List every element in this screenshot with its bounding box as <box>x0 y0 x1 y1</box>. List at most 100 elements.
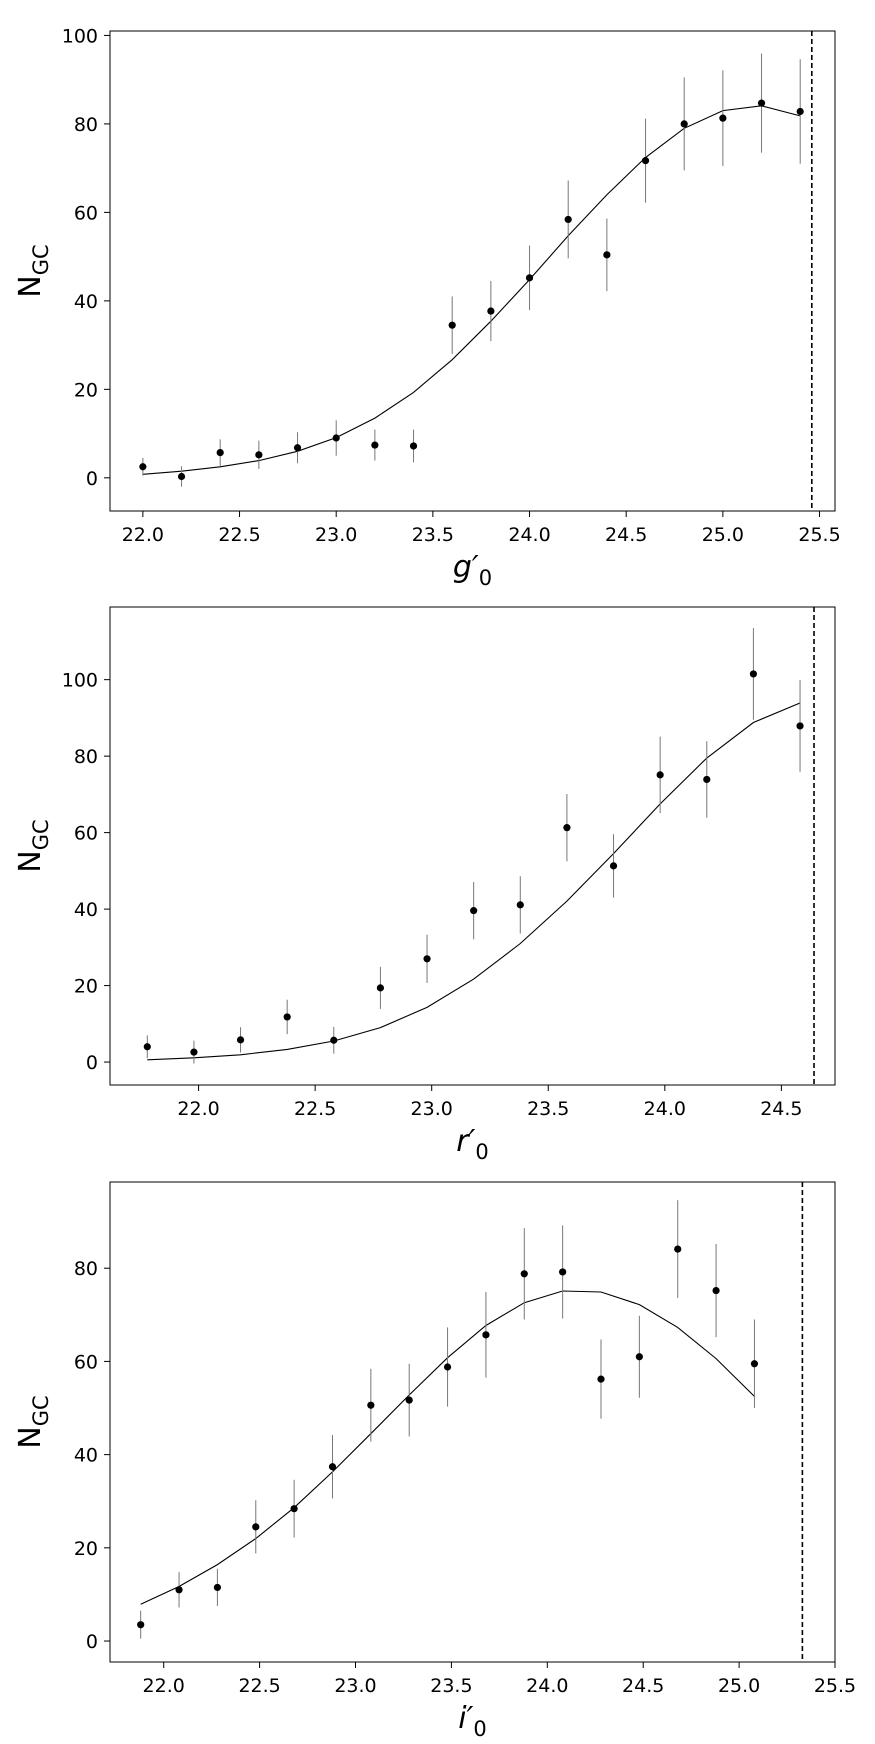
y-tick-label: 60 <box>74 1351 98 1373</box>
plot-frame <box>109 606 836 1086</box>
data-point <box>796 107 804 116</box>
data-point <box>443 1363 452 1371</box>
y-tick-label: 20 <box>74 1538 98 1560</box>
data-point <box>470 907 478 915</box>
x-axis-label-main: r′ <box>456 1124 475 1159</box>
y-axis-label: NGC <box>13 244 53 297</box>
y-tick-label: 60 <box>74 202 98 224</box>
data-point <box>139 463 147 471</box>
data-point <box>190 1048 198 1056</box>
y-tick-label: 40 <box>74 1445 98 1467</box>
data-point <box>703 775 711 784</box>
y-tick-label: 40 <box>74 291 98 313</box>
x-axis-label: i′0 <box>458 1701 487 1741</box>
data-point <box>609 862 618 870</box>
y-tick-label: 40 <box>74 899 98 921</box>
x-tick-label: 24.0 <box>526 1675 568 1697</box>
plot-frame <box>109 30 836 512</box>
data-point <box>423 955 431 963</box>
x-tick-label: 24.0 <box>508 524 550 546</box>
x-tick-label: 22.0 <box>122 524 164 546</box>
data-point <box>597 1375 605 1383</box>
x-tick-label: 25.5 <box>814 1675 856 1697</box>
panel-g: 22.0 22.5 23.0 23.5 24.0 24.5 25.0 25.5 0 20 40 60 8… <box>13 25 841 590</box>
data-point <box>719 114 727 122</box>
data-point <box>656 771 664 779</box>
x-axis-label-sub: 0 <box>473 1717 486 1741</box>
x-tick-label: 22.0 <box>143 1675 185 1697</box>
x-tick-label: 24.5 <box>760 1098 802 1120</box>
data-point <box>635 1353 643 1361</box>
y-axis-label-sub: GC <box>29 819 53 850</box>
y-axis-label: NGC <box>13 819 53 872</box>
data-point <box>487 307 495 315</box>
data-point <box>750 1360 759 1368</box>
data-point <box>328 1463 337 1471</box>
data-point <box>674 1245 682 1253</box>
x-tick-label: 25.5 <box>798 524 840 546</box>
panel-i: 22.0 22.5 23.0 23.5 24.0 24.5 25.0 25.5 0 20 40 60 8… <box>13 1181 856 1741</box>
data-point <box>283 1013 291 1021</box>
x-axis-label-sub: 0 <box>479 566 492 590</box>
y-tick-label: 20 <box>74 379 98 401</box>
data-point <box>213 1583 222 1592</box>
y-axis-label-main: N <box>13 275 48 297</box>
x-tick-label: 23.5 <box>527 1098 569 1120</box>
data-point <box>520 1270 528 1278</box>
x-tick-label: 25.0 <box>718 1675 760 1697</box>
y-tick-label: 20 <box>74 976 98 998</box>
data-point <box>680 120 688 128</box>
y-axis-label: NGC <box>13 1395 53 1448</box>
x-tick-label: 23.0 <box>334 1675 376 1697</box>
data-point <box>376 984 385 992</box>
data-point <box>712 1286 720 1295</box>
y-tick-label: 100 <box>62 670 98 692</box>
x-tick-label: 23.0 <box>411 1098 453 1120</box>
data-point <box>143 1043 151 1051</box>
y-tick-label: 100 <box>62 25 98 47</box>
panel-r: 22.0 22.5 23.0 23.5 24.0 24.5020406080100r′0N… <box>13 606 836 1164</box>
x-tick-label: 22.5 <box>238 1675 280 1697</box>
data-point <box>371 441 379 449</box>
y-axis-label-sub: GC <box>29 1395 53 1426</box>
plot-frame <box>109 1181 836 1663</box>
data-point <box>796 722 804 730</box>
x-tick-label: 23.0 <box>315 524 357 546</box>
data-point <box>255 451 263 459</box>
x-axis-label: r′0 <box>456 1124 489 1164</box>
data-point <box>409 442 418 450</box>
x-axis-label-sub: 0 <box>475 1140 488 1164</box>
y-axis-label-main: N <box>13 1426 48 1448</box>
x-axis-label-main: i′ <box>458 1701 473 1736</box>
data-point <box>290 1505 298 1513</box>
x-tick-label: 22.5 <box>218 524 260 546</box>
data-point <box>641 157 650 165</box>
data-point <box>177 472 186 481</box>
data-point <box>482 1331 490 1339</box>
x-tick-label: 24.5 <box>605 524 647 546</box>
y-tick-label: 80 <box>74 746 98 768</box>
model-curve <box>142 105 801 475</box>
x-tick-label: 24.0 <box>644 1098 686 1120</box>
y-axis-label-main: N <box>13 850 48 872</box>
x-axis-label-main: g′ <box>453 550 479 585</box>
data-point <box>236 1036 245 1044</box>
y-tick-label: 0 <box>86 468 98 490</box>
data-point <box>559 1268 567 1276</box>
data-point <box>525 274 534 282</box>
data-point <box>516 901 524 909</box>
data-point <box>564 215 572 224</box>
model-curve <box>147 702 801 1061</box>
x-tick-label: 24.5 <box>622 1675 664 1697</box>
x-tick-label: 22.5 <box>294 1098 336 1120</box>
x-tick-label: 25.0 <box>702 524 744 546</box>
data-point <box>216 449 224 457</box>
y-tick-label: 0 <box>86 1631 98 1653</box>
data-point <box>563 824 571 832</box>
x-tick-label: 22.0 <box>177 1098 219 1120</box>
x-tick-label: 23.5 <box>412 524 454 546</box>
data-point <box>332 434 340 442</box>
y-axis-label-sub: GC <box>29 244 53 275</box>
data-point <box>405 1396 413 1404</box>
